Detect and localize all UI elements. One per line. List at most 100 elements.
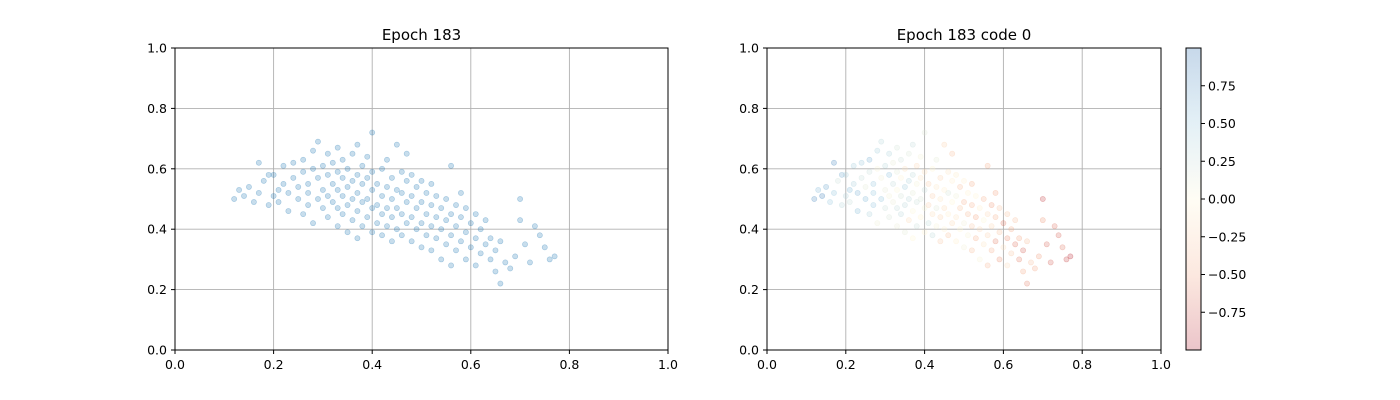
- scatter-point: [913, 199, 920, 205]
- scatter-point: [941, 226, 948, 233]
- y-tick-label: 0.0: [147, 343, 167, 358]
- scatter-point: [477, 226, 484, 233]
- x-tick-label: 1.0: [1151, 357, 1171, 372]
- scatter-point: [275, 187, 282, 193]
- scatter-point: [941, 141, 948, 148]
- scatter-point: [551, 253, 558, 260]
- scatter-point: [835, 177, 841, 184]
- scatter-point: [886, 171, 893, 178]
- scatter-point: [965, 190, 971, 196]
- scatter-point: [862, 184, 869, 190]
- scatter-point: [996, 229, 1003, 236]
- scatter-point: [1055, 232, 1062, 239]
- scatter-point: [902, 229, 908, 236]
- scatter-point: [902, 165, 908, 172]
- scatter-point: [838, 202, 845, 208]
- scatter-point: [949, 150, 956, 157]
- scatter-point: [364, 174, 371, 181]
- scatter-point: [980, 217, 987, 224]
- scatter-point: [878, 174, 885, 181]
- scatter-point: [945, 211, 952, 217]
- scatter-point: [290, 159, 297, 166]
- right-axes: 0.0 0.2 0.4 0.6 0.8 1.0 0.0 0.2 0.4 0.6 0.8 1.0: [739, 41, 1171, 373]
- scatter-point: [886, 193, 893, 199]
- scatter-point: [536, 232, 543, 239]
- scatter-point: [364, 196, 371, 202]
- scatter-point: [874, 147, 881, 154]
- scatter-point: [403, 199, 410, 205]
- scatter-point: [477, 250, 484, 257]
- scatter-point: [310, 147, 316, 154]
- scatter-point: [423, 190, 430, 196]
- scatter-point: [502, 259, 509, 266]
- scatter-point: [497, 280, 504, 287]
- left-axes: 0.0 0.2 0.4 0.6 0.8 1.0 0.0 0.2 0.4 0.6 0.8 1.0: [147, 41, 678, 373]
- scatter-point: [319, 205, 326, 211]
- scatter-point: [319, 187, 326, 193]
- scatter-point: [438, 205, 445, 211]
- scatter-point: [418, 244, 425, 251]
- scatter-point: [334, 187, 341, 193]
- scatter-point: [937, 214, 944, 221]
- scatter-point: [968, 223, 975, 230]
- scatter-point: [339, 211, 346, 217]
- scatter-point: [403, 177, 410, 184]
- scatter-point: [354, 208, 361, 214]
- scatter-point: [497, 238, 504, 245]
- scatter-point: [393, 187, 400, 193]
- scatter-point: [902, 184, 908, 190]
- scatter-point: [909, 208, 916, 214]
- scatter-point: [433, 235, 440, 242]
- scatter-point: [949, 220, 956, 227]
- scatter-point: [984, 262, 991, 269]
- scatter-point: [913, 180, 920, 187]
- scatter-point: [1035, 253, 1042, 260]
- scatter-point: [310, 220, 316, 227]
- scatter-point: [398, 211, 405, 217]
- scatter-point: [448, 211, 454, 217]
- scatter-point: [972, 235, 979, 242]
- scatter-point: [334, 205, 341, 211]
- scatter-point: [1063, 256, 1070, 263]
- scatter-point: [305, 202, 312, 208]
- colorbar-tick-label: −0.25: [1208, 229, 1246, 244]
- scatter-point: [878, 196, 885, 202]
- scatter-point: [384, 156, 390, 163]
- scatter-point: [1051, 223, 1058, 230]
- y-tick-label: 1.0: [739, 41, 759, 56]
- scatter-point: [369, 229, 376, 236]
- scatter-point: [507, 265, 514, 272]
- scatter-point: [265, 202, 272, 208]
- scatter-point: [846, 199, 853, 205]
- scatter-point: [886, 150, 893, 157]
- x-tick-label: 0.6: [461, 357, 481, 372]
- scatter-point: [369, 168, 376, 175]
- scatter-point: [862, 196, 869, 202]
- scatter-point: [925, 180, 932, 187]
- scatter-point: [384, 205, 390, 211]
- scatter-point: [443, 241, 450, 248]
- scatter-point: [921, 205, 928, 211]
- scatter-point: [909, 235, 916, 242]
- scatter-point: [408, 238, 415, 245]
- scatter-point: [300, 156, 307, 163]
- scatter-point: [517, 196, 523, 202]
- scatter-point: [364, 153, 371, 160]
- scatter-point: [1016, 256, 1023, 263]
- scatter-point: [945, 190, 952, 196]
- scatter-point: [992, 214, 999, 221]
- scatter-point: [968, 247, 975, 254]
- scatter-point: [448, 232, 454, 239]
- scatter-point: [1012, 217, 1019, 224]
- scatter-point: [957, 205, 963, 211]
- scatter-point: [905, 177, 912, 184]
- scatter-point: [988, 202, 995, 208]
- scatter-point: [250, 199, 257, 205]
- scatter-point: [886, 214, 893, 221]
- y-tick-label: 0.4: [147, 222, 167, 237]
- scatter-point: [949, 177, 956, 184]
- colorbar-tick-label: 0.00: [1208, 192, 1236, 207]
- scatter-point: [858, 174, 865, 181]
- y-tick-label: 1.0: [147, 41, 167, 56]
- scatter-point: [438, 226, 445, 233]
